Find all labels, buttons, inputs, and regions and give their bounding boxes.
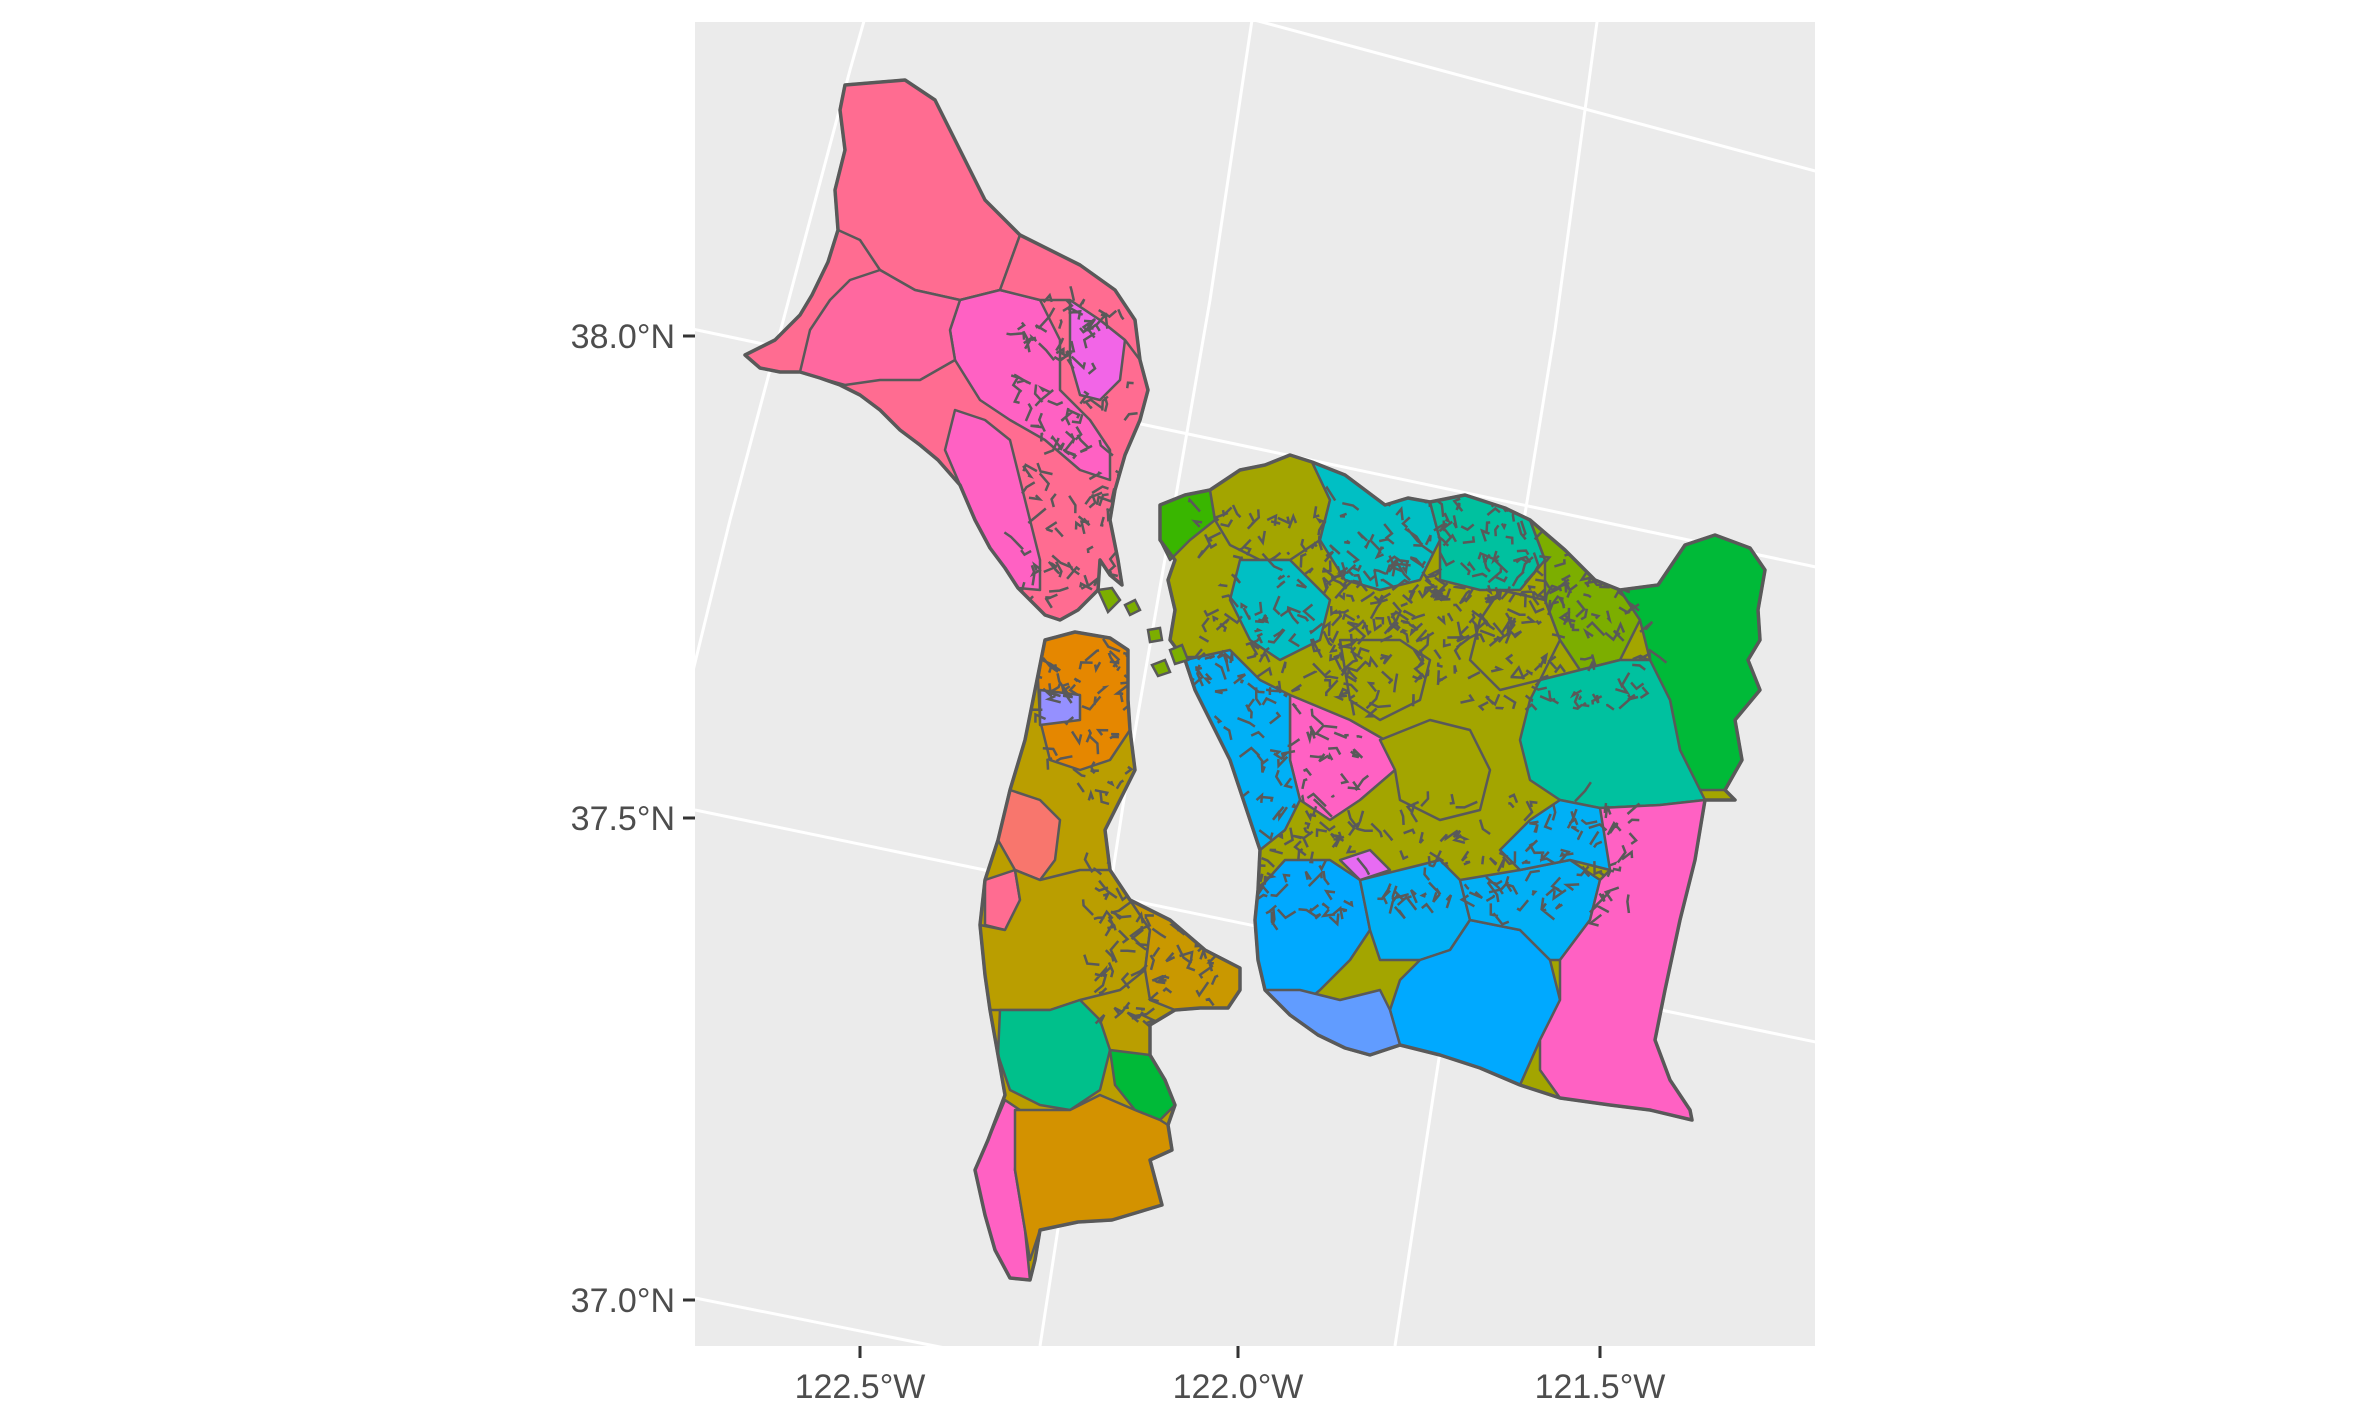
y-tick-label-1: 37.5°N (571, 800, 675, 838)
region-east-south-county (1158, 453, 1767, 1122)
island-1 (1123, 598, 1142, 617)
island-3 (1168, 643, 1190, 666)
region-border-north-county (743, 78, 1150, 622)
x-tick-label-1: 122.0°W (1173, 1368, 1304, 1406)
x-axis: 122.5°W 122.0°W 121.5°W (795, 1346, 1666, 1406)
region-border-east-south-county (1158, 453, 1767, 1122)
y-axis: 38.0°N 37.5°N 37.0°N (571, 318, 695, 1320)
tract-east-south-county-8 (1338, 638, 1432, 722)
region-north-county (743, 78, 1150, 622)
tract-east-south-county-11 (1378, 718, 1492, 822)
x-tick-label-2: 121.5°W (1535, 1368, 1666, 1406)
island-4 (1150, 658, 1172, 678)
x-tick-label-0: 122.5°W (795, 1368, 926, 1406)
region-peninsula-county (973, 630, 1242, 1282)
region-border-peninsula-county (973, 630, 1242, 1282)
tract-north-county-1 (948, 288, 1112, 482)
meridian-122-5-line (695, 22, 866, 669)
parallel-38-5 (1255, 22, 1815, 173)
tract-peninsula-county-6 (996, 998, 1112, 1112)
island-0 (1096, 586, 1122, 615)
tract-east-south-county-20 (1338, 848, 1392, 882)
parallel-37-0 (695, 1296, 943, 1346)
tract-north-county-2 (798, 268, 962, 387)
island-2 (1146, 626, 1164, 644)
y-tick-label-2: 37.0°N (571, 1282, 675, 1320)
y-tick-label-0: 38.0°N (571, 318, 675, 356)
tract-peninsula-county-2 (996, 788, 1062, 882)
map-layer (743, 78, 1767, 1282)
